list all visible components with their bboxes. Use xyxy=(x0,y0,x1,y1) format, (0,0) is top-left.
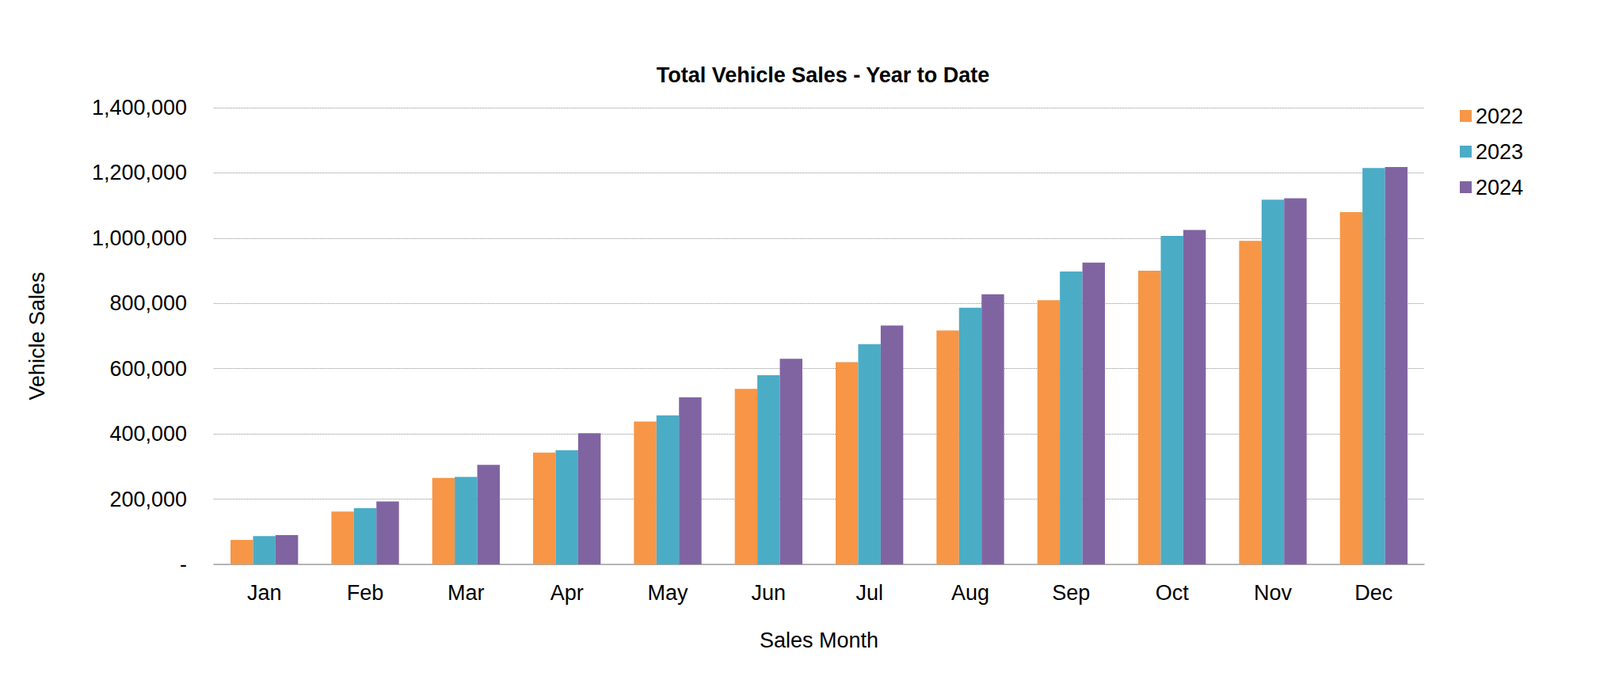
svg-text:400,000: 400,000 xyxy=(109,422,187,446)
svg-text:Jul: Jul xyxy=(855,581,884,606)
svg-text:Mar: Mar xyxy=(447,581,485,606)
svg-text:Sales Month: Sales Month xyxy=(759,628,879,653)
svg-text:May: May xyxy=(647,581,689,606)
svg-text:2022: 2022 xyxy=(1475,104,1524,129)
svg-text:800,000: 800,000 xyxy=(109,291,187,316)
svg-text:1,200,000: 1,200,000 xyxy=(91,160,187,185)
svg-text:Total Vehicle Sales - Year to: Total Vehicle Sales - Year to Date xyxy=(656,63,991,88)
svg-text:Feb: Feb xyxy=(346,581,385,606)
svg-text:2024: 2024 xyxy=(1475,175,1524,200)
svg-text:Vehicle Sales: Vehicle Sales xyxy=(25,271,50,400)
svg-text:Nov: Nov xyxy=(1253,581,1293,606)
svg-text:1,400,000: 1,400,000 xyxy=(91,95,187,120)
svg-text:Sep: Sep xyxy=(1051,581,1090,606)
svg-text:Dec: Dec xyxy=(1354,581,1393,606)
svg-text:2023: 2023 xyxy=(1475,140,1524,164)
svg-text:200,000: 200,000 xyxy=(109,487,187,512)
svg-text:Oct: Oct xyxy=(1155,581,1190,606)
svg-text:-: - xyxy=(179,552,187,577)
svg-text:Jun: Jun xyxy=(751,581,787,606)
svg-text:Jan: Jan xyxy=(247,581,282,606)
svg-text:Aug: Aug xyxy=(951,581,990,606)
svg-text:600,000: 600,000 xyxy=(109,357,187,381)
svg-text:Apr: Apr xyxy=(550,581,584,606)
svg-text:1,000,000: 1,000,000 xyxy=(91,226,187,251)
